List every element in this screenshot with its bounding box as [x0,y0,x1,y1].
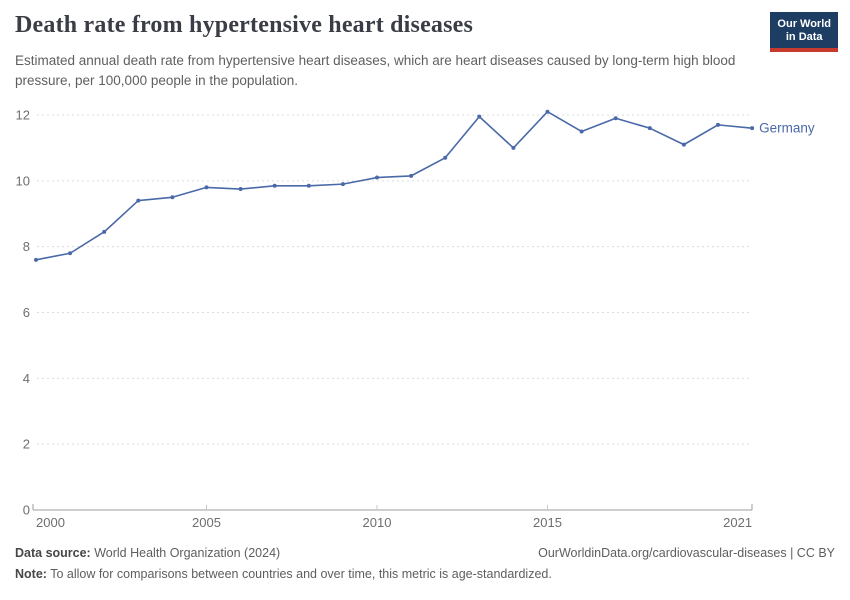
owid-logo[interactable]: Our World in Data [770,12,838,52]
data-point[interactable] [750,126,755,131]
data-source-label: Data source: [15,546,91,560]
note-text: To allow for comparisons between countri… [50,567,552,581]
x-tick-label: 2015 [533,515,562,530]
data-point[interactable] [716,122,720,127]
data-point[interactable] [238,187,243,192]
note-label: Note: [15,567,47,581]
x-tick-label: 2010 [363,515,392,530]
series-line-germany[interactable] [35,110,753,261]
data-point[interactable] [272,183,277,188]
y-tick-label: 2 [23,437,30,452]
data-source-text: World Health Organization (2024) [94,546,281,560]
owid-url-link[interactable]: OurWorldinData.org/cardiovascular-diseas… [538,546,835,560]
data-point[interactable] [34,257,38,262]
page-title: Death rate from hypertensive heart disea… [15,12,474,38]
y-tick-label: 0 [23,503,30,518]
note: Note: To allow for comparisons between c… [15,564,835,585]
data-point[interactable] [340,182,345,187]
data-point[interactable] [136,198,141,203]
data-point[interactable] [681,142,686,147]
data-point[interactable] [511,145,516,150]
x-tick-label: 2000 [36,515,65,530]
y-tick-label: 10 [16,173,30,188]
y-tick-label: 6 [23,305,30,320]
data-point[interactable] [579,129,584,134]
chart-footer: Data source: World Health Organization (… [15,543,835,585]
owid-logo-line2: in Data [785,31,823,43]
y-tick-label: 12 [16,107,30,122]
x-tick-label: 2005 [192,515,221,530]
chart-area: 0 2 4 6 8 10 12 2000 2005 2010 2015 2021 Germany [0,96,850,541]
y-tick-label: 8 [23,239,30,254]
data-point[interactable] [545,109,550,114]
data-point[interactable] [306,183,311,188]
data-point[interactable] [375,175,379,180]
data-point[interactable] [204,185,209,190]
data-point[interactable] [613,116,618,121]
data-point[interactable] [68,251,73,256]
data-point[interactable] [102,229,107,234]
data-point[interactable] [443,155,448,160]
data-point[interactable] [477,114,482,119]
data-point[interactable] [647,126,652,131]
owid-logo-line1: Our World [777,18,831,30]
data-point[interactable] [409,173,414,178]
line-chart[interactable]: 0 2 4 6 8 10 12 2000 2005 2010 2015 2021 Germany [0,96,850,541]
y-tick-label: 4 [23,371,30,386]
data-point[interactable] [170,195,175,200]
series-label-germany: Germany [759,121,815,136]
data-source: Data source: World Health Organization (… [15,543,280,564]
x-tick-label: 2021 [723,515,752,530]
chart-subtitle: Estimated annual death rate from hyperte… [15,53,736,88]
